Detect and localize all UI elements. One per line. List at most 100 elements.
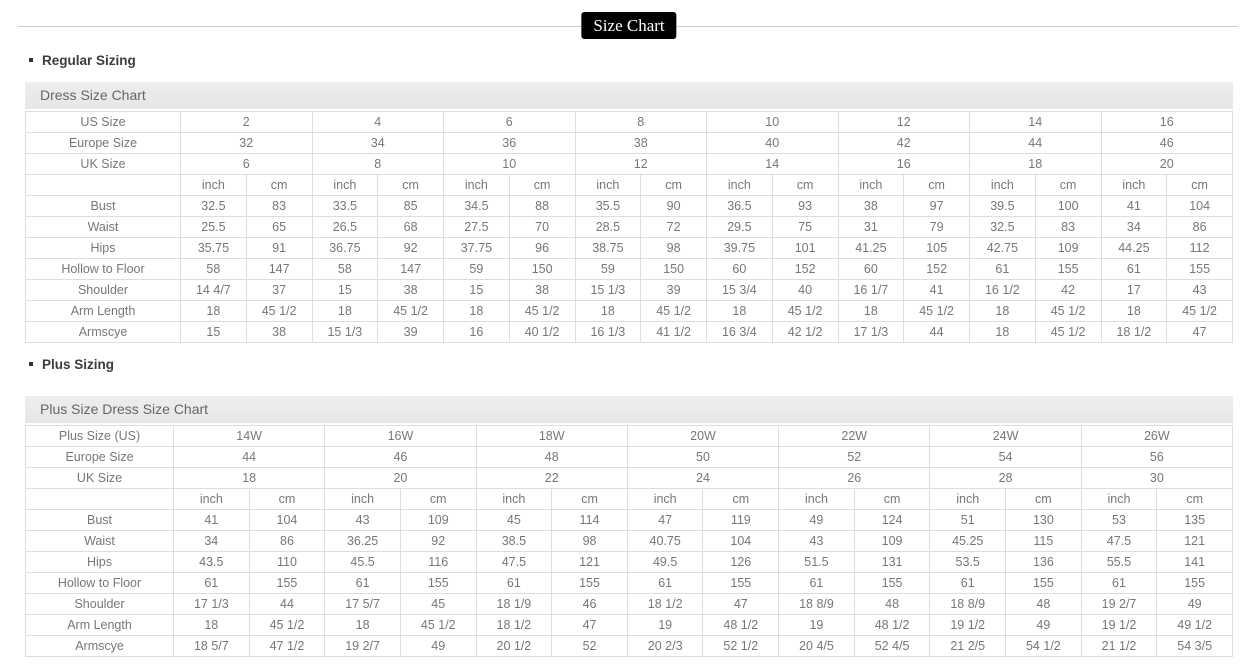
measurement-cell: 61 <box>475 572 553 594</box>
measurement-row: Armscye 15 38 15 1/3 39 16 40 1/2 16 1/3 41 1/2 1… <box>25 321 1233 343</box>
measurement-cell: 41 1/2 <box>640 321 707 343</box>
size-cell: 16 <box>837 153 970 175</box>
row-label: Waist <box>25 530 174 552</box>
measurement-cell: 121 <box>1156 530 1233 552</box>
size-header-row: Plus Size (US) 14W 16W 18W 20W 22W 24W 26W <box>25 425 1234 447</box>
measurement-cell: 124 <box>853 509 931 531</box>
row-label <box>25 174 181 196</box>
size-cell: 20W <box>626 425 780 447</box>
measurement-cell: 20 2/3 <box>626 635 704 657</box>
measurement-cell: 61 <box>1100 258 1168 280</box>
measurement-cell: 45 <box>399 593 477 615</box>
size-cell: 36 <box>443 132 576 154</box>
measurement-cell: 19 <box>626 614 704 636</box>
size-header-row: UK Size 6 8 10 12 14 16 18 20 <box>25 153 1233 175</box>
bullet-icon <box>29 362 33 366</box>
row-label: Hips <box>25 237 181 259</box>
measurement-cell: 38.75 <box>574 237 642 259</box>
row-label: Europe Size <box>25 446 174 468</box>
measurement-cell: 86 <box>1166 216 1233 238</box>
measurement-cell: 18 8/9 <box>929 593 1007 615</box>
measurement-cell: 40 1/2 <box>508 321 576 343</box>
measurement-cell: 38 <box>508 279 576 301</box>
measurement-cell: 75 <box>771 216 839 238</box>
measurement-cell: 15 <box>180 321 247 343</box>
measurement-cell: 18 <box>443 300 510 322</box>
size-cell: 16W <box>324 425 477 447</box>
measurement-cell: 43 <box>1166 279 1233 301</box>
unit-cell: inch <box>443 174 510 196</box>
measurement-cell: 37.75 <box>443 237 510 259</box>
unit-cell: cm <box>508 174 576 196</box>
measurement-cell: 96 <box>508 237 576 259</box>
measurement-cell: 53 <box>1080 509 1158 531</box>
measurement-cell: 51.5 <box>778 551 855 573</box>
measurement-cell: 115 <box>1005 530 1082 552</box>
plus-size-dress-size-chart: Plus Size Dress Size Chart Plus Size (US… <box>25 396 1234 657</box>
measurement-cell: 36.5 <box>706 195 773 217</box>
measurement-cell: 45 1/2 <box>399 614 477 636</box>
measurement-cell: 88 <box>508 195 576 217</box>
measurement-cell: 72 <box>640 216 707 238</box>
measurement-cell: 45.5 <box>324 551 401 573</box>
measurement-cell: 130 <box>1005 509 1082 531</box>
measurement-cell: 15 <box>443 279 510 301</box>
measurement-cell: 44 <box>248 593 326 615</box>
measurement-cell: 42 1/2 <box>771 321 839 343</box>
measurement-cell: 93 <box>771 195 839 217</box>
row-label: UK Size <box>25 467 174 489</box>
size-cell: 46 <box>1100 132 1233 154</box>
measurement-cell: 152 <box>771 258 839 280</box>
measurement-cell: 47.5 <box>475 551 553 573</box>
measurement-cell: 54 3/5 <box>1156 635 1233 657</box>
row-label: Shoulder <box>25 593 174 615</box>
unit-cell: cm <box>377 174 444 196</box>
measurement-cell: 19 2/7 <box>1080 593 1158 615</box>
measurement-cell: 39 <box>377 321 444 343</box>
size-cell: 38 <box>574 132 707 154</box>
row-label: Hollow to Floor <box>25 572 174 594</box>
size-cell: 24 <box>626 467 780 489</box>
measurement-cell: 45 1/2 <box>377 300 444 322</box>
chart-title: Plus Size Dress Size Chart <box>25 396 1233 423</box>
measurement-cell: 16 1/3 <box>574 321 642 343</box>
row-label: Shoulder <box>25 279 181 301</box>
measurement-cell: 38 <box>245 321 313 343</box>
unit-cell: inch <box>837 174 905 196</box>
measurement-cell: 48 1/2 <box>702 614 780 636</box>
measurement-row: Hollow to Floor 61 155 61 155 61 155 61 155 61 155… <box>25 572 1233 594</box>
measurement-cell: 16 1/7 <box>837 279 905 301</box>
measurement-cell: 27.5 <box>443 216 510 238</box>
measurement-cell: 112 <box>1166 237 1233 259</box>
measurement-cell: 155 <box>702 572 780 594</box>
measurement-cell: 104 <box>1166 195 1233 217</box>
measurement-cell: 36.25 <box>324 530 401 552</box>
measurement-cell: 18 5/7 <box>173 635 250 657</box>
measurement-cell: 53.5 <box>929 551 1007 573</box>
measurement-cell: 155 <box>551 572 628 594</box>
row-label <box>25 488 174 510</box>
measurement-cell: 18 <box>180 300 247 322</box>
measurement-cell: 46 <box>551 593 628 615</box>
measurement-cell: 61 <box>969 258 1036 280</box>
measurement-row: Shoulder 14 4/7 37 15 38 15 38 15 1/3 39 15 3/4 40… <box>25 279 1233 301</box>
unit-cell: cm <box>248 488 326 510</box>
measurement-cell: 19 1/2 <box>929 614 1007 636</box>
size-cell: 8 <box>311 153 444 175</box>
size-cell: 54 <box>929 446 1082 468</box>
size-cell: 2 <box>180 111 313 133</box>
measurement-cell: 45 1/2 <box>1034 300 1102 322</box>
measurement-cell: 52 4/5 <box>853 635 931 657</box>
measurement-cell: 79 <box>903 216 970 238</box>
measurement-cell: 41 <box>1100 195 1168 217</box>
measurement-cell: 34.5 <box>443 195 510 217</box>
measurement-cell: 150 <box>640 258 707 280</box>
size-cell: 6 <box>443 111 576 133</box>
measurement-cell: 92 <box>377 237 444 259</box>
unit-cell: inch <box>626 488 704 510</box>
measurement-cell: 155 <box>1156 572 1233 594</box>
measurement-cell: 92 <box>399 530 477 552</box>
measurement-cell: 152 <box>903 258 970 280</box>
measurement-cell: 155 <box>1005 572 1082 594</box>
measurement-cell: 61 <box>929 572 1007 594</box>
